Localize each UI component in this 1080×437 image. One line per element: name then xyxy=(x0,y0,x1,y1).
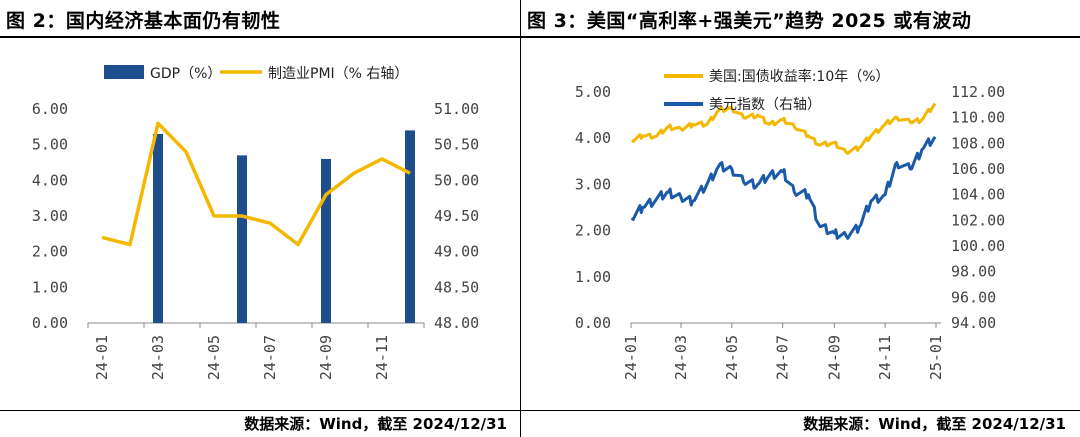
gdp-bar xyxy=(237,155,247,323)
dollar-index-line xyxy=(630,136,937,240)
pmi-line xyxy=(101,121,411,247)
y-right-tick-label: 48.00 xyxy=(434,314,479,332)
title-rule xyxy=(521,36,1080,38)
y-right-tick-label: 98.00 xyxy=(951,263,996,281)
y-left-tick-label: 0.00 xyxy=(32,314,68,332)
source-rule xyxy=(521,410,1080,411)
x-tick-label: 24-09 xyxy=(825,335,843,380)
yield-10y-line xyxy=(630,102,937,155)
y-right-tick-label: 108.00 xyxy=(951,134,1005,152)
gdp-bar xyxy=(405,130,415,323)
y-left-tick-label: 1.00 xyxy=(575,268,611,286)
gdp-bar xyxy=(321,158,331,323)
panel-divider xyxy=(520,0,521,437)
y-right-tick-label: 50.50 xyxy=(434,136,479,154)
x-tick-label: 24-03 xyxy=(149,335,167,380)
chart-title: 图 3：美国“高利率+强美元”趋势 2025 或有波动 xyxy=(527,10,972,32)
panel-gdp-pmi: 图 2：国内经济基本面仍有韧性 0.00 1.00 2.00 3.00 4.00 5.00… xyxy=(0,0,521,437)
x-tick-label: 24-07 xyxy=(261,335,279,380)
legend-label-dollar: 美元指数（右轴） xyxy=(709,97,821,113)
y-left-tick-label: 1.00 xyxy=(32,278,68,296)
x-tick-label: 24-05 xyxy=(205,335,223,380)
y-right-tick-label: 49.00 xyxy=(434,243,479,261)
x-tick-label: 24-01 xyxy=(622,335,640,380)
legend-label-gdp: GDP（%） xyxy=(150,66,221,82)
x-tick-label: 24-11 xyxy=(876,335,894,380)
x-tick-label: 24-03 xyxy=(672,335,690,380)
y-right-tick-label: 102.00 xyxy=(951,211,1005,229)
chart-title: 图 2：国内经济基本面仍有韧性 xyxy=(6,10,281,32)
x-tick-label: 24-11 xyxy=(373,335,391,380)
y-right-tick-label: 100.00 xyxy=(951,237,1005,255)
y-right-tick-label: 112.00 xyxy=(951,83,1005,101)
panel-us-yield-dollar: 图 3：美国“高利率+强美元”趋势 2025 或有波动 24-01 24-03 24… xyxy=(521,0,1080,437)
y-left-tick-label: 6.00 xyxy=(32,100,68,118)
y-right-tick-label: 50.00 xyxy=(434,171,479,189)
y-right-tick-label: 94.00 xyxy=(951,314,996,332)
y-right-tick-label: 104.00 xyxy=(951,186,1005,204)
legend-label-yield: 美国:国债收益率:10年（%） xyxy=(709,68,890,85)
y-right-tick-label: 106.00 xyxy=(951,160,1005,178)
y-left-tick-label: 5.00 xyxy=(575,83,611,101)
source-note: 数据来源：Wind，截至 2024/12/31 xyxy=(244,415,507,433)
source-rule xyxy=(0,410,521,411)
y-left-tick-label: 4.00 xyxy=(575,129,611,147)
yield-dollar-chart: 24-01 24-03 24-05 24-07 24-09 24-11 25-01 0.00 1… xyxy=(575,68,1005,380)
y-right-tick-label: 48.50 xyxy=(434,278,479,296)
y-left-tick-label: 2.00 xyxy=(32,243,68,261)
x-tick-label: 24-05 xyxy=(723,335,741,380)
y-left-tick-label: 5.00 xyxy=(32,136,68,154)
y-right-tick-label: 49.50 xyxy=(434,207,479,225)
y-left-tick-label: 2.00 xyxy=(575,222,611,240)
y-left-tick-label: 4.00 xyxy=(32,171,68,189)
y-left-tick-label: 3.00 xyxy=(575,175,611,193)
title-rule xyxy=(0,36,521,38)
source-note: 数据来源：Wind，截至 2024/12/31 xyxy=(803,415,1066,433)
y-left-tick-label: 0.00 xyxy=(575,314,611,332)
legend-swatch-gdp xyxy=(104,65,144,79)
x-tick-label: 24-01 xyxy=(93,335,111,380)
y-right-tick-label: 110.00 xyxy=(951,109,1005,127)
legend-label-pmi: 制造业PMI（% 右轴） xyxy=(268,66,408,82)
y-left-tick-label: 3.00 xyxy=(32,207,68,225)
x-tick-label: 24-07 xyxy=(774,335,792,380)
x-tick-label: 24-09 xyxy=(317,335,335,380)
y-right-tick-label: 96.00 xyxy=(951,288,996,306)
y-right-tick-label: 51.00 xyxy=(434,100,479,118)
gdp-pmi-chart: 0.00 1.00 2.00 3.00 4.00 5.00 6.00 48.00 48.50 49… xyxy=(32,65,479,380)
gdp-bar xyxy=(153,133,163,323)
x-tick-label: 25-01 xyxy=(927,335,945,380)
